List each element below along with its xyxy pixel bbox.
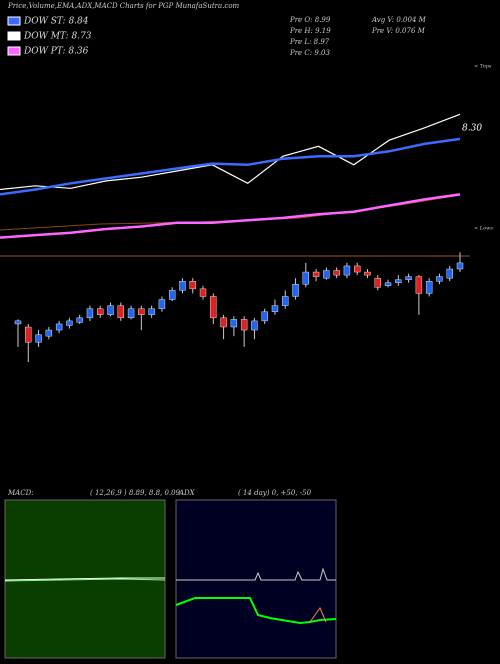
candle-body	[14, 320, 22, 325]
candle-body	[138, 308, 145, 315]
candle-body	[395, 279, 402, 283]
candle-body	[240, 319, 248, 331]
stat: Pre H: 9.19	[289, 27, 331, 35]
stat: Pre O: 8.99	[289, 16, 331, 24]
candle-body	[292, 284, 299, 297]
candle-body	[374, 277, 381, 288]
candle-body	[76, 317, 83, 323]
candle-body	[168, 290, 176, 300]
di-plus-line	[175, 597, 337, 625]
candle-body	[148, 308, 155, 315]
candle-body	[55, 323, 63, 331]
candle-body	[107, 305, 114, 315]
annotation: 8.30	[462, 124, 482, 134]
candle-body	[220, 317, 227, 328]
candle-body	[282, 296, 289, 306]
candle-body	[25, 326, 32, 343]
candle-body	[354, 265, 361, 273]
legend-swatch	[7, 16, 21, 26]
adx-panel	[175, 499, 337, 659]
macd-params: ( 12,26,9 ) 8.89, 8.8, 0.09	[90, 489, 181, 497]
candle-body	[251, 320, 258, 331]
volume-stat: Pre V: 0.076 M	[371, 27, 426, 35]
legend-swatch	[7, 46, 21, 56]
candle-body	[436, 276, 443, 282]
candle-body	[415, 276, 423, 294]
legend-swatch	[7, 31, 21, 41]
chart-title: Price,Volume,EMA,ADX,MACD Charts for PGP…	[7, 2, 240, 10]
candle-body	[35, 334, 42, 343]
candle-body	[97, 308, 104, 315]
candle-body	[199, 288, 207, 297]
candle-body	[210, 296, 217, 319]
annotation: < Lows	[474, 226, 493, 232]
legend-label: DOW ST: 8.84	[23, 17, 89, 27]
stat: Pre L: 8.97	[289, 38, 330, 46]
candle-body	[158, 299, 166, 309]
candle-body	[312, 271, 320, 277]
candle-body	[302, 271, 310, 285]
annotation: < Tops	[474, 64, 492, 70]
adx-title: ADX	[178, 489, 196, 497]
candle-body	[261, 311, 268, 322]
candle-body	[117, 305, 124, 319]
stat: Pre C: 9.03	[289, 49, 330, 57]
volume-stat: Avg V: 0.004 M	[371, 16, 427, 24]
macd-title: MACD:	[7, 489, 34, 497]
candle-body	[333, 270, 340, 276]
candle-body	[456, 262, 464, 270]
adx-params: ( 14 day) 0, +50, -50	[238, 489, 312, 497]
candle-body	[384, 282, 392, 286]
candle-body	[45, 329, 53, 337]
candle-body	[179, 281, 186, 291]
candle-body	[189, 281, 196, 290]
signal-line	[4, 578, 166, 582]
legend: DOW ST: 8.84 DOW MT: 8.73 DOW PT: 8.36	[7, 16, 92, 57]
ema-line	[0, 137, 461, 196]
candle-body	[127, 308, 135, 319]
candle-body	[323, 270, 330, 279]
legend-label: DOW MT: 8.73	[23, 32, 92, 42]
di-minus-line	[309, 606, 327, 623]
candle-body	[343, 265, 351, 276]
ema-line	[0, 113, 461, 191]
candle-body	[230, 319, 238, 328]
candle-body	[66, 320, 73, 326]
macd-line	[4, 577, 165, 581]
candle-body	[364, 271, 371, 276]
adx-line	[176, 567, 336, 581]
candle-body	[405, 276, 412, 280]
candle-body	[425, 281, 433, 294]
candle-body	[271, 305, 279, 312]
candle-body	[86, 308, 94, 319]
legend-label: DOW PT: 8.36	[23, 47, 89, 57]
candle-body	[446, 268, 453, 279]
ema-line	[0, 193, 461, 239]
